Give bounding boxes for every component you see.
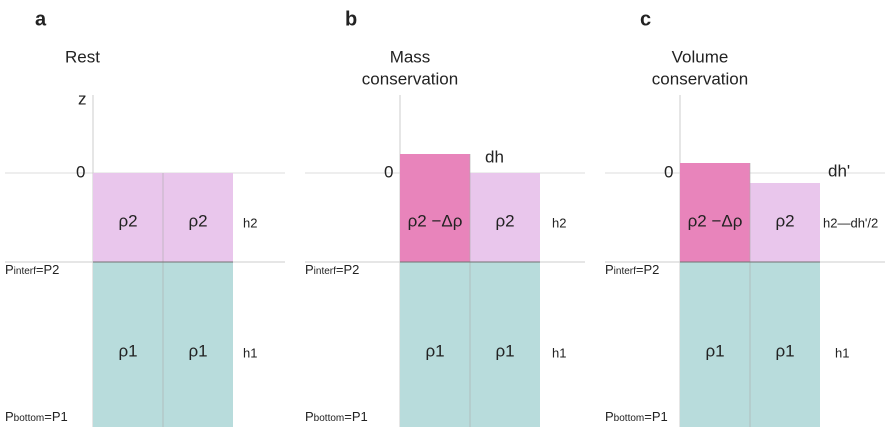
pressure-label: Pinterf=P2 xyxy=(305,262,359,277)
panel-title: conservation xyxy=(652,69,748,88)
pressure-value: =P2 xyxy=(36,262,60,277)
zero-label: 0 xyxy=(76,162,85,181)
layer-label: ρ2 xyxy=(495,211,514,230)
layer-label: ρ2 −Δρ xyxy=(408,211,463,230)
upper-layer-left xyxy=(680,163,750,262)
pressure-symbol: P xyxy=(5,409,14,424)
pressure-label: Pbottom=P1 xyxy=(305,409,368,424)
pressure-label: Pbottom=P1 xyxy=(5,409,68,424)
zero-label: 0 xyxy=(664,162,673,181)
thickness-label: h1 xyxy=(835,345,849,360)
pressure-symbol: P xyxy=(305,409,314,424)
pressure-subscript: bottom xyxy=(14,413,45,424)
panel-title: Volume xyxy=(672,47,729,66)
pressure-value: =P1 xyxy=(344,409,368,424)
pressure-subscript: interf xyxy=(314,266,336,277)
upper-layer-right xyxy=(470,173,540,262)
layer-label: ρ2 −Δρ xyxy=(688,211,743,230)
annotation: dh xyxy=(485,147,504,166)
layer-label: ρ1 xyxy=(118,341,137,360)
panel-title: Mass xyxy=(390,47,431,66)
layer-label: ρ2 xyxy=(188,211,207,230)
upper-layer-right xyxy=(750,183,820,262)
panel-title: conservation xyxy=(362,69,458,88)
annotation: dh' xyxy=(828,161,850,180)
thickness-label: h1 xyxy=(552,345,566,360)
pressure-value: =P1 xyxy=(44,409,68,424)
layer-label: ρ2 xyxy=(775,211,794,230)
pressure-label: Pbottom=P1 xyxy=(605,409,668,424)
upper-layer-left xyxy=(400,154,470,262)
upper-layer-left xyxy=(93,173,163,262)
pressure-symbol: P xyxy=(605,409,614,424)
thickness-label: h2 xyxy=(243,215,257,230)
layer-label: ρ1 xyxy=(705,341,724,360)
pressure-subscript: bottom xyxy=(314,413,345,424)
pressure-value: =P2 xyxy=(636,262,660,277)
pressure-value: =P2 xyxy=(336,262,360,277)
layer-label: ρ2 xyxy=(118,211,137,230)
pressure-label: Pinterf=P2 xyxy=(5,262,59,277)
panel-label: a xyxy=(35,8,47,30)
panel-title: Rest xyxy=(65,47,100,66)
layer-label: ρ1 xyxy=(425,341,444,360)
pressure-subscript: bottom xyxy=(614,413,645,424)
pressure-subscript: interf xyxy=(614,266,636,277)
layer-label: ρ1 xyxy=(775,341,794,360)
panel-label: c xyxy=(640,8,651,30)
thickness-label: h2—dh'/2 xyxy=(823,215,878,230)
pressure-subscript: interf xyxy=(14,266,36,277)
pressure-label: Pinterf=P2 xyxy=(605,262,659,277)
pressure-value: =P1 xyxy=(644,409,668,424)
panel-label: b xyxy=(345,8,357,30)
pressure-symbol: P xyxy=(605,262,614,277)
thickness-label: h1 xyxy=(243,345,257,360)
axis-label: z xyxy=(78,89,87,108)
layer-label: ρ1 xyxy=(495,341,514,360)
pressure-symbol: P xyxy=(5,262,14,277)
thickness-label: h2 xyxy=(552,215,566,230)
layer-label: ρ1 xyxy=(188,341,207,360)
pressure-symbol: P xyxy=(305,262,314,277)
zero-label: 0 xyxy=(384,162,393,181)
upper-layer-right xyxy=(163,173,233,262)
